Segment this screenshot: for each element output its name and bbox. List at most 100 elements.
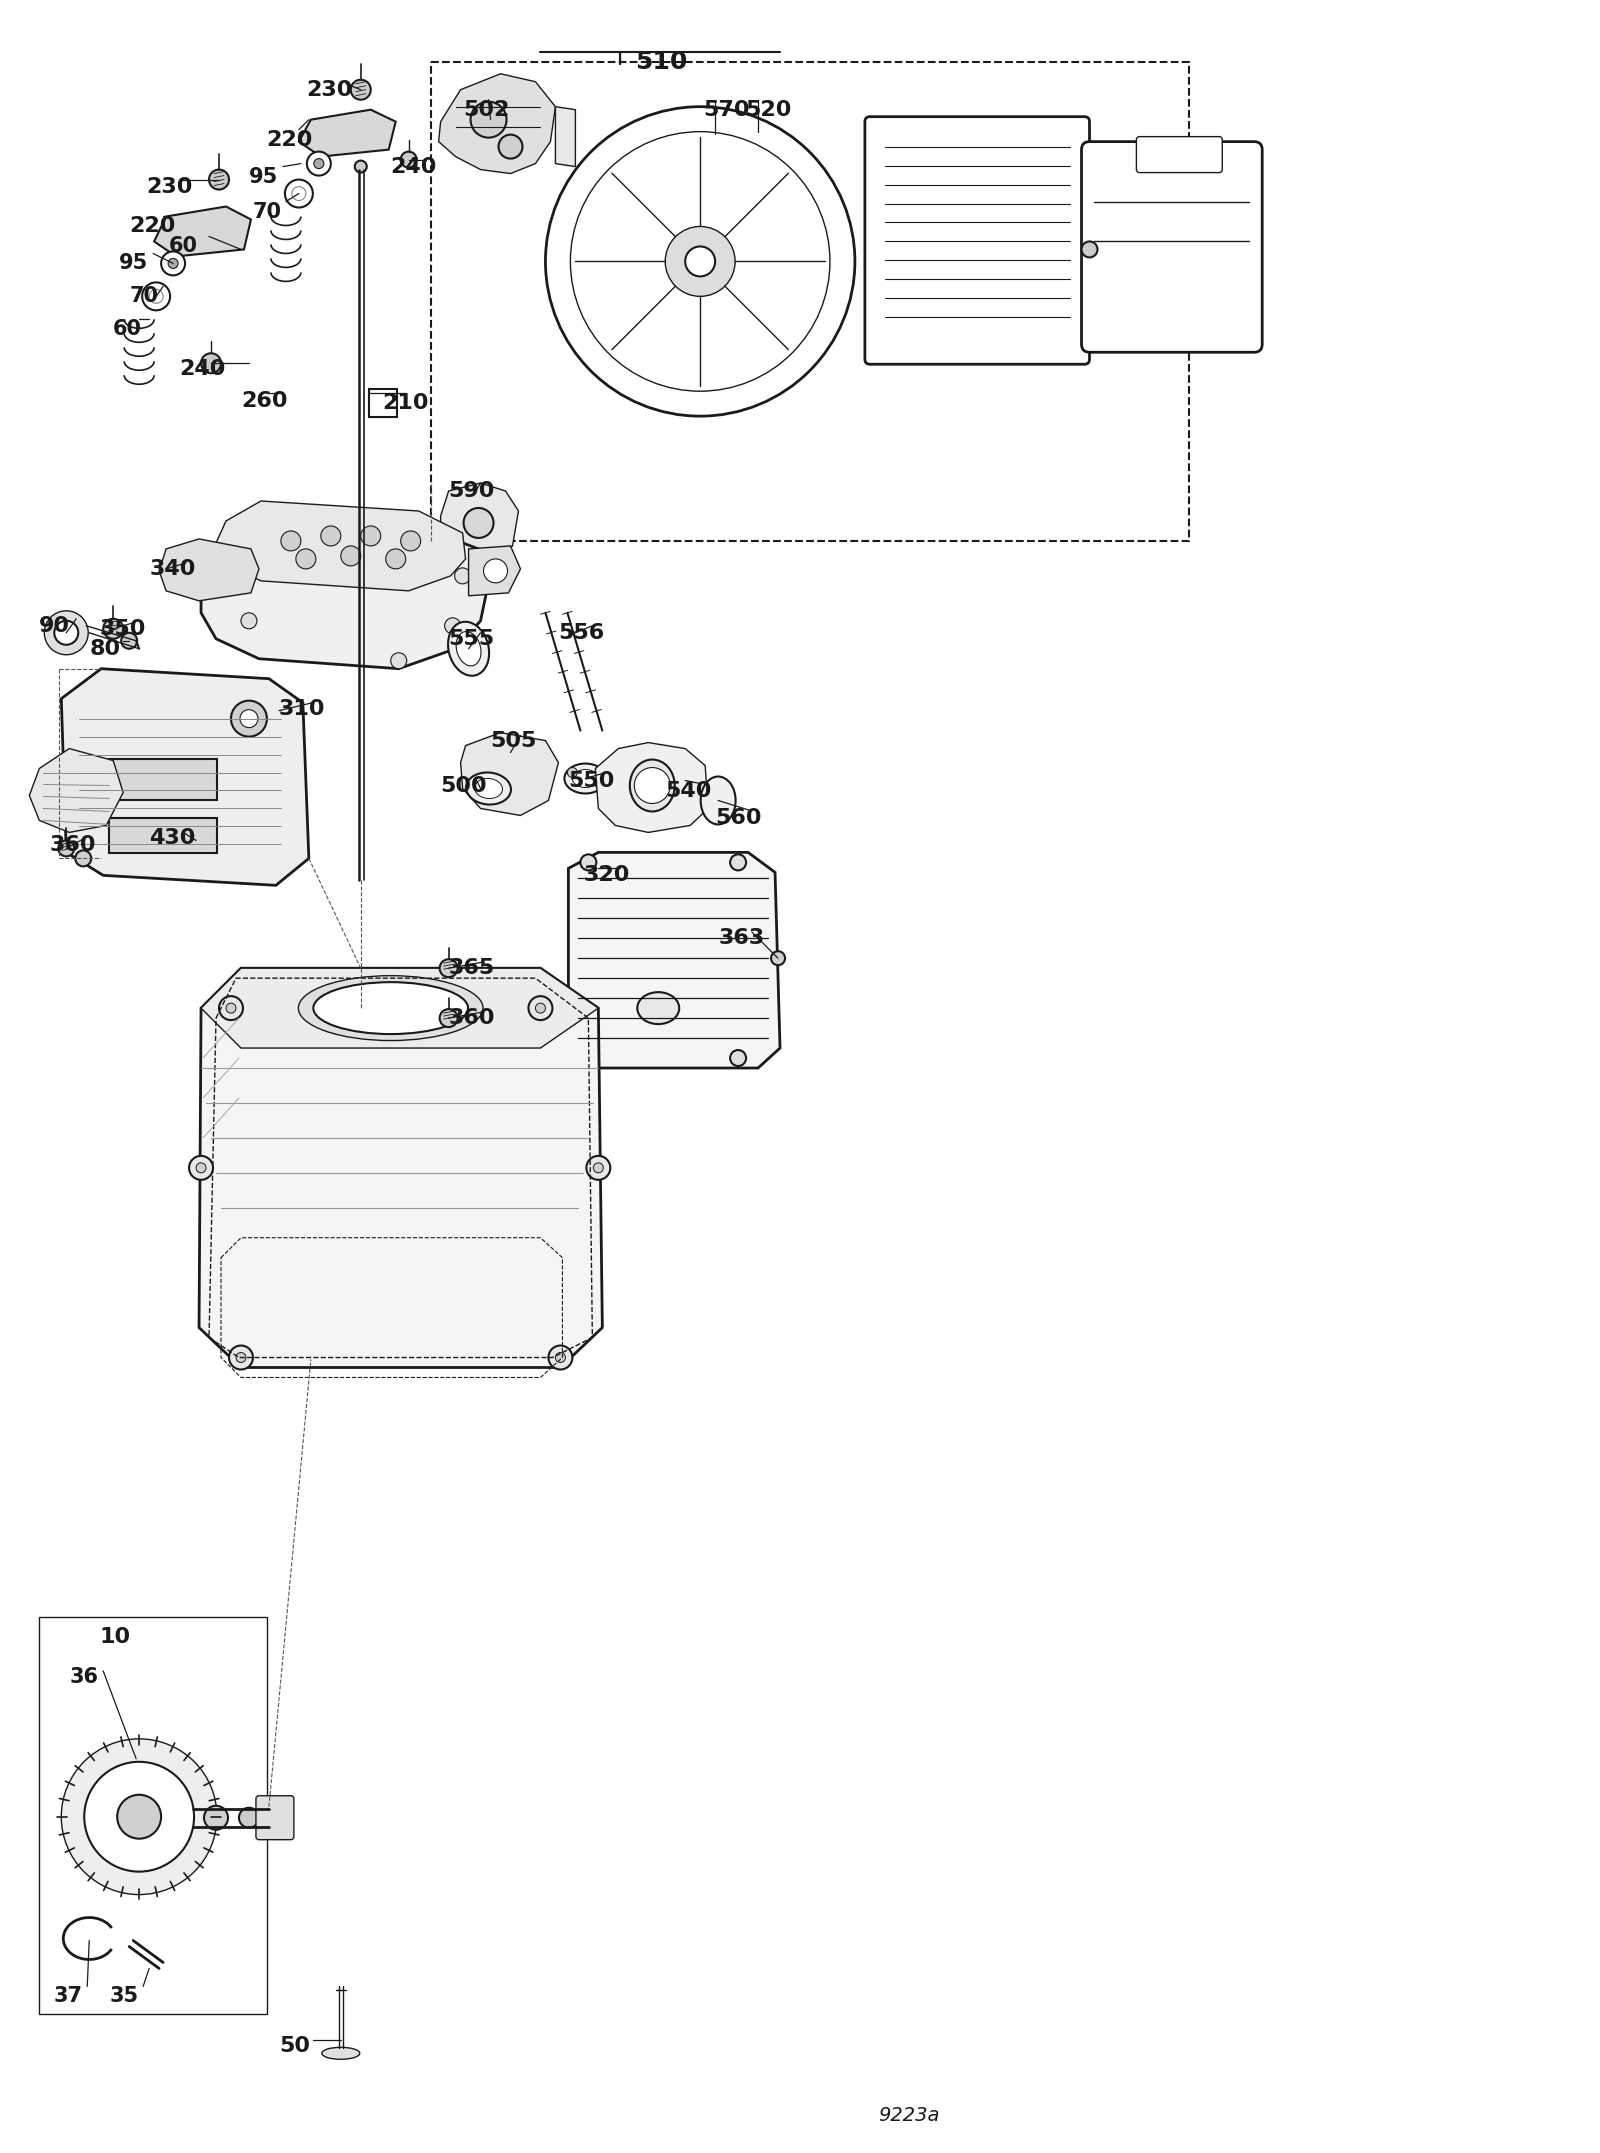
Text: 365: 365 — [448, 958, 494, 977]
Polygon shape — [29, 749, 123, 833]
Text: 37: 37 — [53, 1987, 82, 2007]
Polygon shape — [202, 519, 491, 670]
Text: 60: 60 — [170, 237, 198, 256]
Text: 363: 363 — [718, 928, 765, 947]
Circle shape — [235, 1352, 246, 1363]
Bar — [109, 758, 218, 801]
Text: 570: 570 — [702, 99, 750, 121]
Circle shape — [314, 159, 323, 168]
Text: 555: 555 — [448, 629, 494, 648]
Circle shape — [296, 549, 315, 568]
Text: 90: 90 — [40, 616, 70, 635]
Polygon shape — [568, 853, 781, 1068]
Circle shape — [771, 952, 786, 965]
Circle shape — [685, 245, 715, 276]
Circle shape — [307, 151, 331, 177]
Ellipse shape — [448, 622, 490, 676]
Text: 70: 70 — [130, 286, 158, 306]
Circle shape — [240, 710, 258, 728]
Circle shape — [440, 1010, 458, 1027]
Circle shape — [546, 108, 854, 416]
Text: 230: 230 — [146, 177, 192, 196]
Text: 556: 556 — [558, 622, 605, 644]
Text: 230: 230 — [306, 80, 352, 99]
Text: 505: 505 — [491, 730, 538, 751]
Text: 560: 560 — [715, 810, 762, 829]
Circle shape — [454, 568, 470, 583]
Text: 510: 510 — [635, 50, 688, 73]
Circle shape — [568, 766, 578, 777]
Ellipse shape — [701, 777, 736, 825]
Polygon shape — [202, 969, 598, 1049]
Circle shape — [226, 562, 242, 579]
Circle shape — [210, 170, 229, 189]
Circle shape — [85, 1761, 194, 1871]
Text: 350: 350 — [99, 618, 146, 639]
Circle shape — [162, 252, 186, 276]
Circle shape — [666, 226, 734, 297]
Text: 340: 340 — [149, 560, 195, 579]
Text: 550: 550 — [568, 771, 614, 790]
Bar — [40, 1617, 267, 2015]
Polygon shape — [154, 207, 251, 256]
Text: 360: 360 — [448, 1008, 494, 1029]
Bar — [430, 62, 1189, 540]
Bar — [368, 390, 397, 418]
Bar — [109, 818, 218, 853]
Circle shape — [536, 1003, 546, 1014]
Circle shape — [58, 840, 74, 857]
Polygon shape — [438, 73, 555, 174]
Text: 60: 60 — [114, 319, 142, 340]
Polygon shape — [461, 732, 558, 816]
Circle shape — [730, 855, 746, 870]
Circle shape — [355, 161, 366, 172]
FancyBboxPatch shape — [256, 1796, 294, 1839]
Text: 502: 502 — [464, 99, 510, 121]
Text: 360: 360 — [50, 835, 96, 855]
Circle shape — [445, 618, 461, 633]
Circle shape — [282, 532, 301, 551]
Text: 80: 80 — [90, 639, 120, 659]
Polygon shape — [595, 743, 709, 833]
Text: 540: 540 — [666, 782, 712, 801]
Circle shape — [341, 547, 360, 566]
Text: 10: 10 — [99, 1628, 130, 1647]
Ellipse shape — [456, 631, 482, 665]
Text: 220: 220 — [130, 217, 176, 237]
Text: 520: 520 — [746, 99, 792, 121]
Text: 220: 220 — [266, 129, 312, 151]
Polygon shape — [555, 108, 576, 166]
Circle shape — [386, 549, 406, 568]
Circle shape — [322, 525, 341, 547]
Circle shape — [168, 258, 178, 269]
Circle shape — [1082, 241, 1098, 258]
Polygon shape — [469, 547, 520, 596]
Text: 36: 36 — [69, 1666, 98, 1688]
Text: 95: 95 — [250, 166, 278, 187]
Circle shape — [197, 1163, 206, 1173]
Circle shape — [581, 1051, 597, 1066]
Circle shape — [117, 1796, 162, 1839]
Circle shape — [285, 179, 314, 207]
Ellipse shape — [565, 764, 606, 794]
Circle shape — [350, 80, 371, 99]
Circle shape — [61, 1740, 218, 1895]
Text: 500: 500 — [440, 775, 488, 794]
Text: 430: 430 — [149, 829, 195, 848]
Circle shape — [205, 1806, 227, 1830]
Ellipse shape — [475, 779, 502, 799]
Circle shape — [555, 1352, 565, 1363]
Circle shape — [470, 101, 507, 138]
Ellipse shape — [466, 773, 510, 805]
Circle shape — [229, 1346, 253, 1369]
Circle shape — [54, 620, 78, 644]
Circle shape — [189, 1156, 213, 1180]
Circle shape — [581, 855, 597, 870]
Circle shape — [142, 282, 170, 310]
Text: 240: 240 — [179, 360, 226, 379]
Text: 240: 240 — [390, 157, 437, 177]
Circle shape — [291, 187, 306, 200]
Circle shape — [122, 633, 138, 648]
Ellipse shape — [630, 760, 675, 812]
FancyBboxPatch shape — [1082, 142, 1262, 353]
